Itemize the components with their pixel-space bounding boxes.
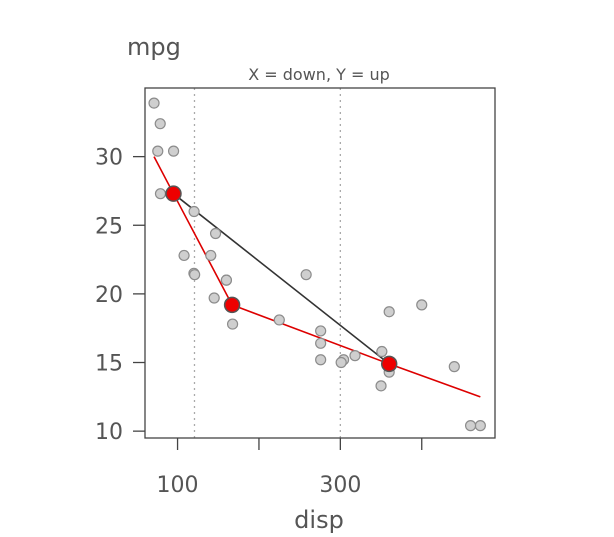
data-point	[300, 269, 312, 281]
data-point	[188, 205, 200, 218]
y-tick-label: 10	[95, 420, 123, 445]
data-point	[178, 249, 190, 262]
y-tick-label: 15	[95, 352, 123, 377]
data-point	[154, 118, 166, 130]
data-point	[220, 274, 232, 286]
series-line-1	[172, 193, 390, 365]
y-tick-label: 30	[95, 146, 123, 171]
data-point	[205, 249, 217, 262]
y-axis-title: mpg	[127, 33, 181, 61]
data-point	[335, 356, 347, 369]
y-axis: 10 15 20 25 30	[95, 146, 145, 445]
y-tick-label: 25	[95, 214, 123, 239]
chart-subtitle: X = down, Y = up	[248, 65, 390, 84]
data-point	[189, 269, 201, 281]
x-tick-label: 300	[319, 473, 361, 498]
data-point	[474, 420, 486, 432]
data-point	[148, 97, 160, 109]
data-point	[464, 420, 477, 432]
data-point	[376, 345, 388, 358]
data-point	[448, 361, 460, 373]
data-point	[208, 292, 220, 304]
data-point	[167, 145, 180, 157]
y-tick-label: 20	[95, 283, 123, 308]
highlight-point	[165, 185, 182, 202]
highlight-points	[165, 185, 398, 373]
data-point	[375, 380, 387, 392]
data-point	[315, 325, 327, 337]
data-point	[154, 188, 167, 200]
data-point	[416, 299, 428, 311]
data-point	[315, 337, 327, 349]
reference-lines	[193, 88, 341, 438]
plot-frame	[144, 87, 496, 439]
highlight-point	[380, 355, 398, 373]
x-axis-title: disp	[294, 506, 344, 534]
data-point	[152, 145, 164, 157]
scatter-points	[148, 97, 486, 432]
data-point	[349, 350, 361, 362]
highlight-point	[223, 296, 241, 314]
data-point	[273, 314, 285, 326]
x-tick-label: 100	[157, 473, 199, 498]
data-point	[209, 227, 222, 240]
data-point	[226, 318, 239, 330]
x-axis: 100 300	[157, 438, 423, 498]
data-point	[383, 306, 395, 318]
data-point	[315, 354, 327, 366]
